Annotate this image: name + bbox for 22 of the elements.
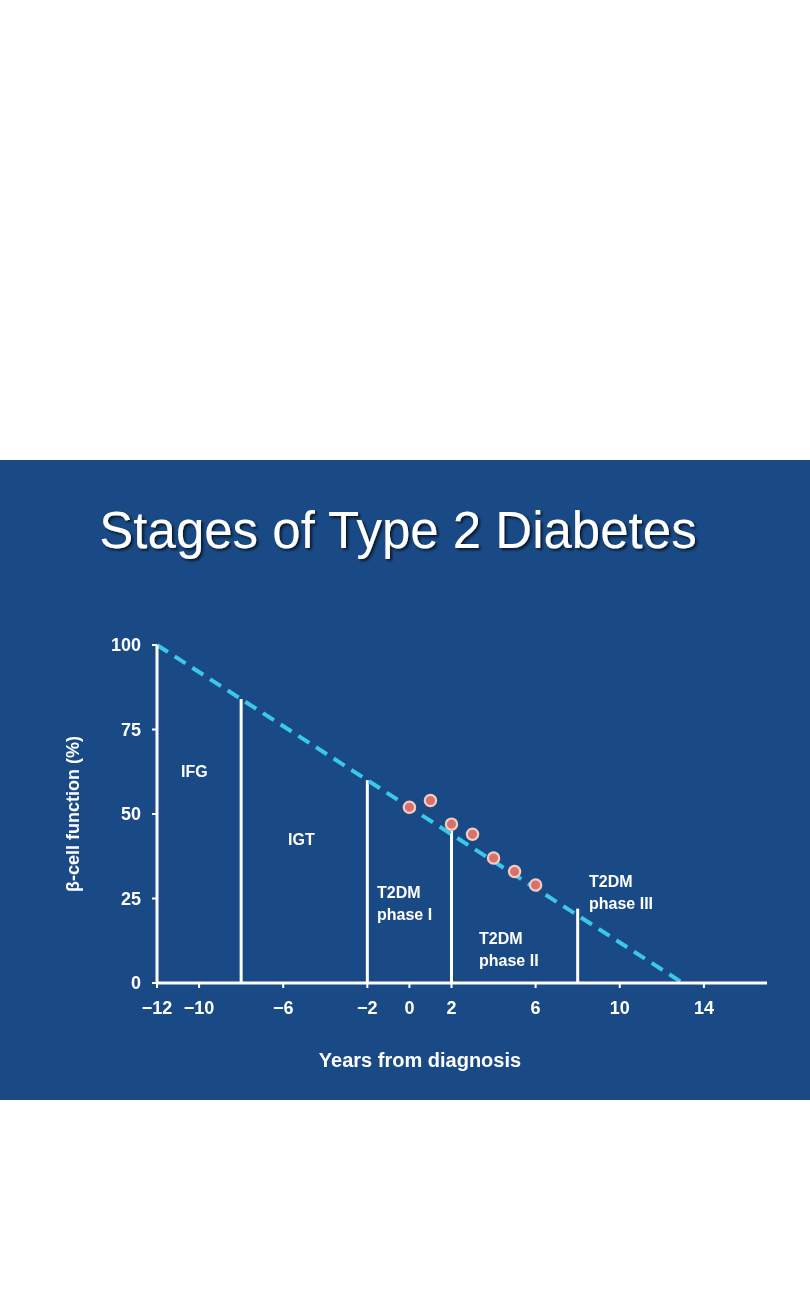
chart-title: Stages of Type 2 Diabetes — [99, 502, 697, 559]
annotation: IFG — [181, 763, 208, 780]
annotation: IGT — [288, 831, 315, 848]
x-tick-label: 2 — [446, 998, 457, 1018]
y-tick-label: 0 — [130, 973, 141, 994]
x-tick-label: −2 — [357, 998, 378, 1018]
y-axis-title: β-cell function (%) — [63, 736, 83, 892]
x-tick-label: 14 — [693, 998, 714, 1018]
x-tick-label: 0 — [404, 998, 415, 1018]
annotation: T2DM phase I — [377, 884, 433, 923]
x-tick-label: −6 — [272, 998, 294, 1018]
annotation: T2DM phase II — [479, 930, 539, 969]
y-tick-label: 100 — [110, 635, 141, 656]
y-tick-label: 25 — [120, 888, 141, 909]
x-axis-title: Years from diagnosis — [318, 1049, 522, 1071]
x-tick-label: −12 — [141, 998, 173, 1018]
y-tick-label: 50 — [120, 804, 141, 825]
y-tick-label: 75 — [120, 719, 141, 740]
annotation: T2DM phase III — [589, 873, 654, 912]
x-tick-label: 10 — [609, 998, 630, 1018]
x-tick-label: −10 — [183, 998, 215, 1018]
x-tick-label: 6 — [530, 998, 541, 1018]
